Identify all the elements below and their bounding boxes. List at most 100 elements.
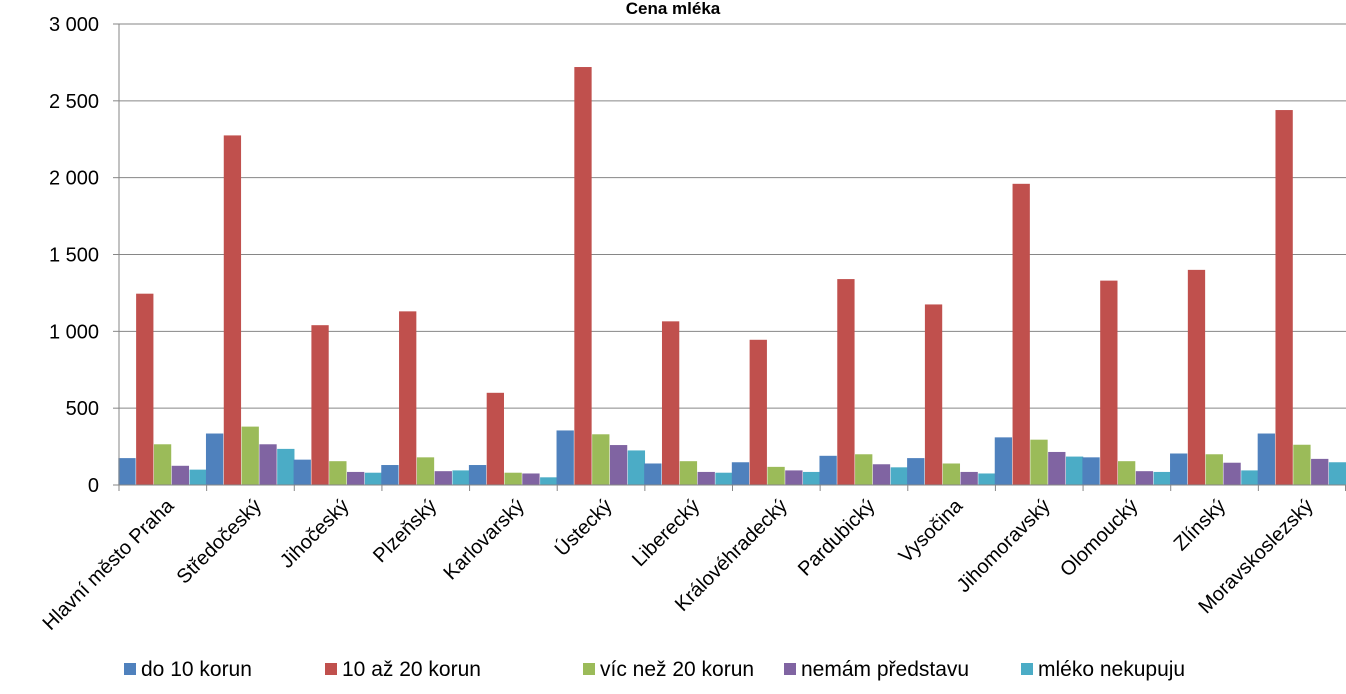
- bar: [1170, 453, 1188, 485]
- bar: [924, 304, 943, 485]
- bar: [1241, 470, 1259, 485]
- bar: [486, 392, 504, 485]
- x-tick-label: Středočeský: [173, 495, 266, 588]
- bar: [241, 426, 259, 485]
- bar: [293, 459, 311, 485]
- bar: [1311, 458, 1329, 485]
- bar: [1293, 444, 1311, 485]
- bar: [1048, 451, 1066, 485]
- legend-label: mléko nekupuju: [1038, 658, 1185, 681]
- legend-swatch: [784, 663, 796, 675]
- bar: [223, 135, 242, 486]
- bar: [416, 457, 435, 485]
- bar: [205, 433, 224, 485]
- bar: [837, 279, 855, 485]
- y-tick-label: 1 500: [49, 245, 99, 267]
- x-tick-label: Plzeňský: [369, 495, 441, 567]
- legend-label: nemám představu: [801, 658, 969, 681]
- bar: [679, 461, 698, 485]
- bar: [311, 325, 329, 485]
- y-axis-ticks: 0 500 1 000 1 500 2 000 2 500 3 000: [49, 14, 99, 497]
- bar: [556, 430, 574, 485]
- bar: [522, 473, 540, 485]
- bar: [381, 465, 399, 485]
- bar: [960, 471, 978, 485]
- bar: [1223, 462, 1241, 485]
- gridlines: [119, 23, 1346, 409]
- bar: [574, 67, 592, 485]
- bar: [819, 455, 837, 485]
- bar: [592, 434, 610, 485]
- bar: [1030, 439, 1048, 485]
- y-tick-label: 3 000: [49, 14, 99, 36]
- legend-swatch: [325, 663, 337, 675]
- bar: [609, 445, 628, 485]
- bar: [890, 467, 908, 485]
- bar: [907, 458, 925, 485]
- bar: [1135, 471, 1154, 485]
- x-tick-label: Jihočeský: [276, 495, 354, 573]
- bar: [1257, 433, 1275, 485]
- bar: [942, 463, 961, 485]
- legend-label: 10 až 20 korun: [342, 658, 481, 681]
- bar: [731, 462, 750, 485]
- bar: [540, 477, 558, 485]
- bar: [118, 458, 136, 485]
- bar: [364, 472, 383, 485]
- bar: [504, 472, 522, 485]
- bar: [1082, 457, 1100, 485]
- x-tick-label: Vysočina: [895, 494, 968, 567]
- bar: [1100, 280, 1118, 485]
- bar: [153, 444, 172, 485]
- y-tick-label: 0: [88, 475, 99, 497]
- x-tick-label: Ústecký: [550, 494, 617, 561]
- x-tick-label: Pardubický: [794, 495, 880, 581]
- y-tick-label: 2 500: [49, 91, 99, 113]
- bar: [994, 437, 1013, 485]
- legend-label: víc než 20 korun: [600, 658, 754, 681]
- legend-label: do 10 korun: [141, 658, 252, 681]
- chart-title: Cena mléka: [626, 0, 721, 18]
- y-tick-label: 2 000: [49, 168, 99, 190]
- bar: [347, 471, 365, 485]
- bar: [329, 461, 347, 485]
- bar: [136, 293, 154, 485]
- bar: [1153, 471, 1171, 485]
- bar: [872, 464, 891, 485]
- bar: [785, 470, 803, 485]
- bar: [1012, 183, 1030, 485]
- bar: [434, 471, 452, 485]
- x-tick-label: Jihomoravský: [953, 495, 1055, 597]
- bar: [1275, 110, 1293, 485]
- bar: [259, 444, 277, 485]
- x-tick-label: Liberecký: [628, 495, 704, 571]
- bar: [399, 311, 417, 485]
- bar: [1205, 454, 1223, 485]
- bar: [452, 470, 470, 485]
- bar: [171, 465, 190, 485]
- bar: [715, 472, 733, 485]
- x-tick-label: Olomoucký: [1056, 495, 1142, 581]
- bars: [118, 67, 1346, 486]
- bar: [1187, 269, 1206, 485]
- bar: [1117, 461, 1136, 485]
- axes: [113, 23, 1346, 491]
- x-tick-label: Zlínský: [1170, 495, 1230, 555]
- y-tick-label: 500: [66, 398, 99, 420]
- bar: [1065, 456, 1084, 485]
- bar: [749, 339, 767, 485]
- y-tick-label: 1 000: [49, 321, 99, 343]
- legend-swatch: [124, 663, 136, 675]
- bar: [468, 465, 487, 485]
- bar: [627, 450, 646, 485]
- bar: [1328, 462, 1346, 485]
- bar: [978, 473, 996, 485]
- x-tick-label: Hlavní město Praha: [39, 494, 179, 634]
- bar: [697, 471, 715, 485]
- x-tick-label: Karlovarský: [439, 495, 528, 584]
- legend: do 10 korun 10 až 20 korun víc než 20 koru…: [124, 658, 1185, 681]
- bar: [644, 463, 662, 485]
